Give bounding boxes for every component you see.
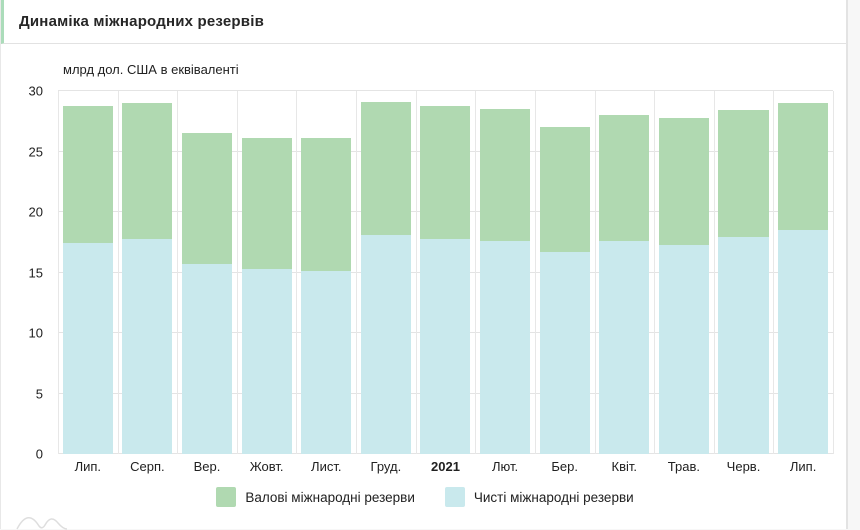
bar-group[interactable] xyxy=(177,91,237,454)
bar-group[interactable] xyxy=(237,91,297,454)
y-tick-label: 0 xyxy=(35,446,43,462)
legend-item[interactable]: Валові міжнародні резерви xyxy=(216,487,415,507)
bar-group[interactable] xyxy=(475,91,535,454)
legend-swatch xyxy=(444,487,465,507)
bar-group[interactable] xyxy=(356,91,416,454)
bar-group[interactable] xyxy=(594,91,654,454)
y-tick-label: 5 xyxy=(35,386,43,401)
gridline-v xyxy=(475,91,477,454)
x-tick-label: Лют. xyxy=(492,459,519,474)
gridline-v xyxy=(534,91,536,454)
gridline-v xyxy=(713,91,715,454)
gridline-v xyxy=(833,91,834,454)
x-tick-label: Груд. xyxy=(370,459,402,474)
y-tick-label: 25 xyxy=(28,144,43,159)
legend-swatch xyxy=(216,487,237,507)
gridline-v xyxy=(594,91,596,454)
net-reserves-bar[interactable] xyxy=(599,241,650,454)
bar-series xyxy=(58,91,833,454)
gridline-v xyxy=(177,91,179,454)
x-tick-label: Лип. xyxy=(789,459,817,474)
y-axis-line xyxy=(58,91,59,454)
net-reserves-bar[interactable] xyxy=(122,238,173,454)
x-tick-label: Лип. xyxy=(74,459,102,474)
bar-group[interactable] xyxy=(58,91,118,454)
x-tick-label: Жовт. xyxy=(249,459,284,474)
x-axis-labels: Лип. Серп. Вер. Жовт. Лист. Груд. 2021 Лют. Бер.… xyxy=(58,459,833,474)
net-reserves-bar[interactable] xyxy=(420,238,471,454)
x-tick-label: Бер. xyxy=(551,459,578,474)
bar-group[interactable] xyxy=(654,91,714,454)
x-tick-label: Серп. xyxy=(130,459,165,474)
net-reserves-bar[interactable] xyxy=(301,271,352,454)
net-reserves-bar[interactable] xyxy=(658,244,709,454)
y-tick-label: 15 xyxy=(28,265,43,280)
net-reserves-bar[interactable] xyxy=(718,237,769,454)
gridline-v xyxy=(236,91,238,454)
y-tick-label: 10 xyxy=(28,325,43,341)
bar-group[interactable] xyxy=(535,91,595,454)
net-reserves-bar[interactable] xyxy=(241,268,292,454)
x-tick-label: 2021 xyxy=(431,459,460,474)
gridline-v xyxy=(654,91,656,454)
net-reserves-bar[interactable] xyxy=(539,251,590,454)
net-reserves-bar[interactable] xyxy=(778,230,829,454)
net-reserves-bar[interactable] xyxy=(480,241,531,454)
net-reserves-bar[interactable] xyxy=(181,264,233,454)
gridline-h xyxy=(58,90,833,91)
y-tick-label: 30 xyxy=(28,83,43,99)
net-reserves-bar[interactable] xyxy=(62,243,113,454)
bar-group[interactable] xyxy=(773,91,833,454)
page-title: Динаміка міжнародних резервів xyxy=(19,13,265,30)
card-titlebar: Динаміка міжнародних резервів xyxy=(1,0,846,44)
x-tick-label: Лист. xyxy=(311,459,342,474)
x-tick-label: Вер. xyxy=(193,459,221,474)
y-axis-labels: 0 5 10 15 20 25 30 xyxy=(7,84,51,462)
gridline-v xyxy=(117,91,119,454)
gridline-v xyxy=(773,91,775,454)
chart-legend: Валові міжнародні резерви Чисті міжнародн… xyxy=(1,487,849,507)
gridline-v xyxy=(415,91,417,454)
legend-label: Валові міжнародні резерви xyxy=(245,489,415,505)
mountains-watermark-icon xyxy=(16,517,68,530)
legend-item[interactable]: Чисті міжнародні резерви xyxy=(444,487,634,507)
bar-group[interactable] xyxy=(118,91,178,454)
net-reserves-bar[interactable] xyxy=(360,235,411,454)
x-tick-label: Квіт. xyxy=(611,459,638,474)
chart-unit-label: млрд дол. США в еквіваленті xyxy=(63,62,239,77)
bar-group[interactable] xyxy=(296,91,356,454)
legend-label: Чисті міжнародні резерви xyxy=(473,489,634,505)
bar-group[interactable] xyxy=(416,91,476,454)
bar-group[interactable] xyxy=(714,91,774,454)
gridline-v xyxy=(356,91,358,454)
y-tick-label: 20 xyxy=(28,204,43,220)
plot-area xyxy=(58,90,834,454)
gridline-v xyxy=(296,91,298,454)
x-tick-label: Трав. xyxy=(667,459,700,474)
x-tick-label: Черв. xyxy=(726,459,761,474)
